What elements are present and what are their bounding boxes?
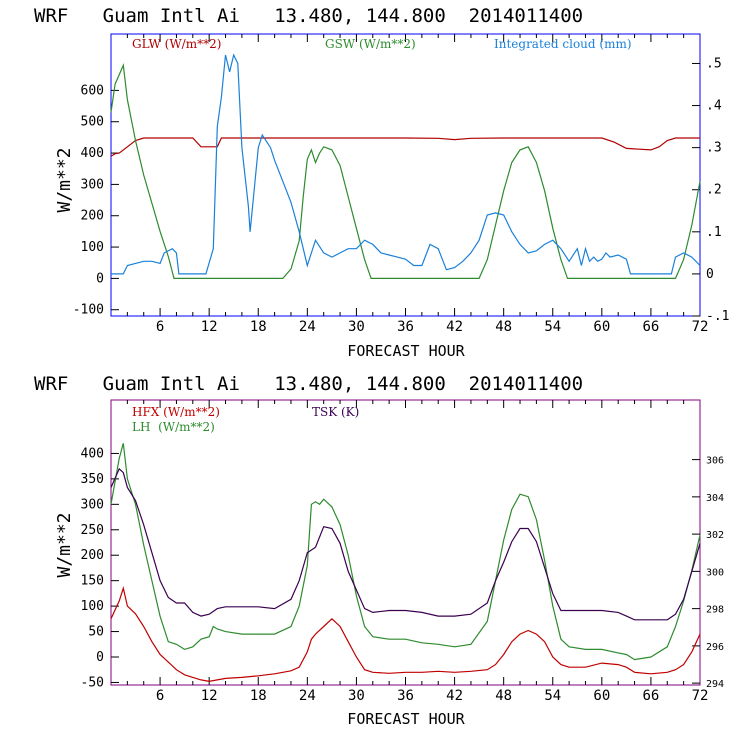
x-tick-label: 30 (348, 688, 365, 704)
legend-hfx: HFX (W/m**2) (132, 405, 220, 419)
chart-bottom-frame (110, 399, 701, 686)
x-tick-label: 72 (692, 688, 709, 704)
y2-tick-label: 294 (706, 679, 724, 690)
x-tick-label: 18 (250, 319, 267, 335)
y2-tick-label: .2 (706, 183, 722, 198)
y-tick-label: 200 (81, 548, 104, 563)
x-tick-label: 42 (446, 319, 463, 335)
y-tick-label: 200 (81, 209, 104, 224)
chart-top: WRF Guam Intl Ai 13.480, 144.800 2014011… (34, 5, 729, 360)
y-tick-label: -100 (73, 303, 104, 318)
y2-tick-label: 298 (706, 605, 724, 616)
x-tick-label: 48 (495, 688, 512, 704)
y-tick-label: 150 (81, 574, 104, 589)
x-tick-label: 66 (642, 688, 659, 704)
x-tick-label: 24 (299, 688, 316, 704)
y-tick-label: 350 (81, 472, 104, 487)
x-tick-label: 18 (250, 688, 267, 704)
x-tick-label: 66 (642, 319, 659, 335)
chart-top-xlabel: FORECAST HOUR (347, 342, 465, 360)
y-tick-label: 50 (88, 625, 104, 640)
y-tick-label: 500 (81, 115, 104, 130)
series-lh-line (110, 443, 701, 661)
x-tick-label: 60 (593, 688, 610, 704)
x-tick-label: 12 (201, 319, 218, 335)
y-tick-label: 100 (81, 599, 104, 614)
y-tick-label: 600 (81, 83, 104, 98)
y-tick-label: 250 (81, 523, 104, 538)
x-tick-label: 36 (397, 319, 414, 335)
y-tick-label: 0 (96, 650, 104, 665)
chart-top-y2-tick-labels: -.1 0 .1 .2 .3 .4 .5 (706, 56, 729, 324)
x-tick-label: 12 (201, 688, 218, 704)
series-cloud-line (111, 53, 701, 275)
y2-tick-label: 0 (706, 267, 714, 282)
series-gsw-line (110, 63, 701, 279)
x-tick-label: 72 (692, 319, 709, 335)
legend-glw: GLW (W/m**2) (132, 37, 221, 51)
x-tick-label: 24 (299, 319, 316, 335)
y2-tick-label: 304 (706, 493, 724, 504)
y2-tick-label: 300 (706, 567, 724, 578)
chart-bottom: WRF Guam Intl Ai 13.480, 144.800 2014011… (34, 373, 724, 728)
y2-tick-label: -.1 (706, 309, 729, 324)
chart-bottom-ylabel: W/m**2 (54, 512, 75, 577)
y2-tick-label: .1 (706, 225, 722, 240)
y-tick-label: 100 (81, 240, 104, 255)
y2-tick-label: 306 (706, 456, 724, 467)
x-tick-label: 54 (544, 688, 561, 704)
y2-tick-label: 302 (706, 530, 724, 541)
chart-bottom-title: WRF Guam Intl Ai 13.480, 144.800 2014011… (34, 373, 583, 395)
x-tick-label: 54 (544, 319, 561, 335)
x-tick-label: 48 (495, 319, 512, 335)
legend-cloud: Integrated cloud (mm) (494, 37, 632, 51)
chart-bottom-x-tick-labels: 6 12 18 24 30 36 42 48 54 60 66 72 (156, 688, 709, 704)
y-tick-label: 300 (81, 177, 104, 192)
y-tick-label: 0 (96, 271, 104, 286)
y-tick-label: -50 (81, 675, 104, 690)
chart-top-ticks (111, 34, 700, 317)
x-tick-label: 42 (446, 688, 463, 704)
series-hfx-line (110, 586, 701, 683)
legend-tsk: TSK (K) (312, 405, 359, 419)
chart-top-y-tick-labels: -100 0 100 200 300 400 500 600 (73, 83, 104, 317)
x-tick-label: 30 (348, 319, 365, 335)
chart-bottom-ticks (111, 400, 700, 685)
chart-bottom-xlabel: FORECAST HOUR (347, 710, 465, 728)
chart-top-title: WRF Guam Intl Ai 13.480, 144.800 2014011… (34, 5, 583, 27)
y-tick-label: 300 (81, 497, 104, 512)
y2-tick-label: .4 (706, 99, 722, 114)
y-tick-label: 400 (81, 146, 104, 161)
x-tick-label: 36 (397, 688, 414, 704)
chart-bottom-y-tick-labels: -50 0 50 100 150 200 250 300 350 400 (81, 446, 104, 690)
x-tick-label: 6 (156, 319, 164, 335)
series-glw-line (110, 137, 700, 157)
x-tick-label: 6 (156, 688, 164, 704)
legend-lh: LH (W/m**2) (132, 420, 215, 434)
y2-tick-label: .3 (706, 141, 722, 156)
y2-tick-label: .5 (706, 56, 722, 71)
chart-bottom-y2-tick-labels: 294 296 298 300 302 304 306 (706, 456, 724, 691)
legend-gsw: GSW (W/m**2) (325, 37, 416, 51)
series-tsk-line (110, 467, 701, 621)
chart-top-x-tick-labels: 6 12 18 24 30 36 42 48 54 60 66 72 (156, 319, 709, 335)
x-tick-label: 60 (593, 319, 610, 335)
y2-tick-label: 296 (706, 642, 724, 653)
chart-top-ylabel: W/m**2 (54, 147, 75, 212)
y-tick-label: 400 (81, 446, 104, 461)
